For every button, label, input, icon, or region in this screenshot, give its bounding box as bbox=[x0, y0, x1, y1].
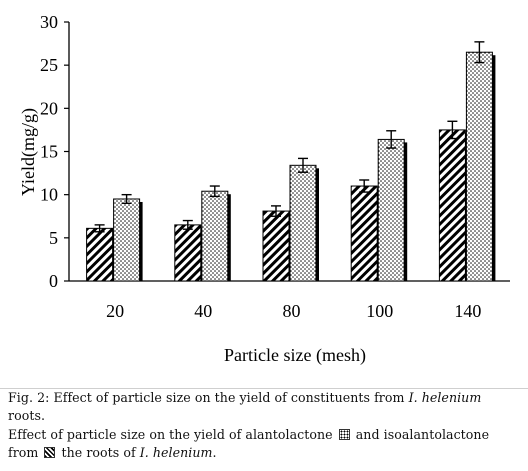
bar bbox=[289, 164, 317, 282]
y-tick-label: 20 bbox=[40, 98, 58, 118]
bar bbox=[465, 51, 493, 282]
bar bbox=[201, 190, 229, 282]
bar bbox=[262, 210, 290, 282]
x-tick-label: 100 bbox=[366, 301, 393, 321]
x-tick-label: 20 bbox=[106, 301, 124, 321]
y-tick-label: 15 bbox=[40, 142, 58, 162]
x-tick-label: 140 bbox=[454, 301, 481, 321]
caption-divider bbox=[0, 388, 528, 389]
bar-chart: 0 5 10 15 20 25 30 20 40 80 100 140 Yield(mg/g) Par… bbox=[18, 12, 510, 366]
y-tick-label: 0 bbox=[49, 271, 58, 291]
x-axis-label: Particle size (mesh) bbox=[224, 345, 366, 366]
figure-caption: Fig. 2: Effect of particle size on the y… bbox=[8, 389, 520, 461]
x-tick-label: 80 bbox=[283, 301, 301, 321]
species-name: I. helenium bbox=[139, 444, 213, 460]
caption-line-2: Effect of particle size on the yield of … bbox=[8, 427, 490, 460]
hatched-pattern-swatch-icon bbox=[44, 446, 56, 458]
y-tick-label: 5 bbox=[49, 228, 58, 248]
bar bbox=[174, 224, 202, 282]
bar bbox=[377, 138, 405, 282]
x-tick-label: 40 bbox=[194, 301, 212, 321]
dotted-pattern-swatch-icon bbox=[338, 429, 350, 440]
y-tick-label: 30 bbox=[40, 12, 58, 32]
y-tick-label: 25 bbox=[40, 55, 58, 75]
y-tick-label: 10 bbox=[40, 185, 58, 205]
species-name: I. helenium bbox=[408, 390, 482, 405]
bar bbox=[113, 198, 141, 282]
y-axis-label: Yield(mg/g) bbox=[18, 108, 39, 196]
caption-line-1: Fig. 2: Effect of particle size on the y… bbox=[8, 390, 482, 423]
bar bbox=[350, 185, 378, 282]
bar bbox=[438, 129, 466, 282]
bar bbox=[86, 227, 114, 282]
